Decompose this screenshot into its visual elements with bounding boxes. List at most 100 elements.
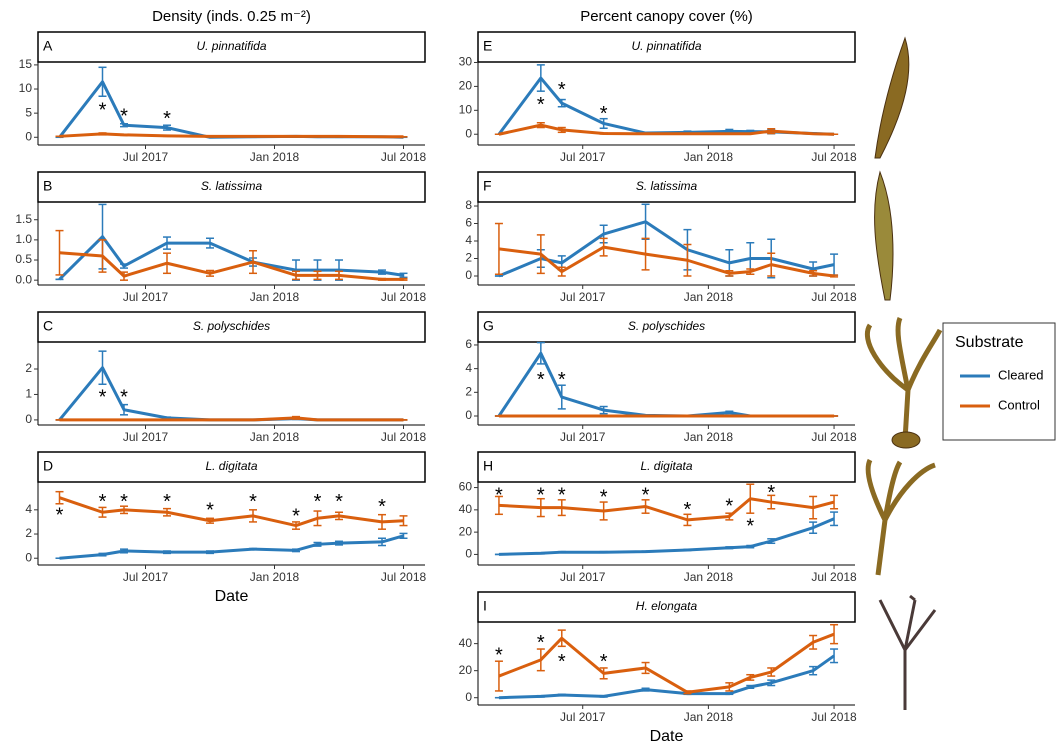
significance-mark: * xyxy=(558,79,566,101)
figure: Substrate Density (inds. 0.25 m⁻²) A U. pi… xyxy=(0,0,1063,747)
y-tick-label: 0 xyxy=(465,126,472,140)
panel-label: D xyxy=(43,458,53,474)
panel-title: S. latissima xyxy=(201,179,263,193)
significance-mark: * xyxy=(537,632,545,654)
significance-mark: * xyxy=(163,108,171,130)
significance-mark: * xyxy=(249,491,257,513)
x-tick-label: Jan 2018 xyxy=(684,710,734,724)
y-tick-label: 2 xyxy=(25,526,32,540)
significance-mark: * xyxy=(495,484,503,506)
series-line xyxy=(60,134,404,137)
y-tick-label: 2 xyxy=(465,384,472,398)
y-tick-label: 0.0 xyxy=(15,272,32,286)
panel-label: E xyxy=(483,38,492,54)
y-tick-label: 10 xyxy=(19,81,33,95)
y-tick-label: 30 xyxy=(459,55,473,69)
significance-mark: * xyxy=(725,495,733,517)
x-tick-label: Jul 2018 xyxy=(811,570,857,584)
error-bar xyxy=(600,696,608,697)
y-tick-label: 4 xyxy=(465,233,472,247)
y-tick-label: 20 xyxy=(459,79,473,93)
y-tick-label: 60 xyxy=(459,480,473,494)
legend-title: Substrate xyxy=(955,334,1024,351)
x-tick-label: Jan 2018 xyxy=(250,430,300,444)
series-line xyxy=(499,125,834,134)
x-tick-label: Jan 2018 xyxy=(250,150,300,164)
y-tick-label: 0 xyxy=(465,268,472,282)
x-tick-label: Jul 2018 xyxy=(811,430,857,444)
error-bar xyxy=(249,549,257,550)
panel-label: I xyxy=(483,598,487,614)
error-bar xyxy=(537,553,545,554)
panel-label: C xyxy=(43,318,53,334)
error-bar xyxy=(558,694,566,695)
series-line xyxy=(499,499,834,520)
column-title: Density (inds. 0.25 m⁻²) xyxy=(152,8,311,25)
series-line xyxy=(60,498,404,526)
y-tick-label: 8 xyxy=(465,198,472,212)
x-tick-label: Jul 2017 xyxy=(560,150,606,164)
series-line xyxy=(499,353,834,416)
y-tick-label: 2 xyxy=(25,361,32,375)
y-tick-label: 6 xyxy=(465,216,472,230)
y-tick-label: 40 xyxy=(459,502,473,516)
panel-label: A xyxy=(43,38,53,54)
error-bar xyxy=(642,551,650,552)
significance-mark: * xyxy=(163,491,171,513)
x-tick-label: Jul 2018 xyxy=(811,710,857,724)
error-bar xyxy=(683,549,691,550)
series-line xyxy=(60,237,404,280)
y-tick-label: 1.5 xyxy=(15,212,32,226)
y-tick-label: 10 xyxy=(459,102,473,116)
significance-mark: * xyxy=(537,484,545,506)
y-tick-label: 40 xyxy=(459,636,473,650)
y-tick-label: 0 xyxy=(465,408,472,422)
significance-mark: * xyxy=(206,500,214,522)
x-tick-label: Jul 2018 xyxy=(811,290,857,304)
panel-title: L. digitata xyxy=(640,459,692,473)
significance-mark: * xyxy=(537,369,545,391)
y-tick-label: 0.5 xyxy=(15,252,32,266)
series-line xyxy=(60,536,404,558)
significance-mark: * xyxy=(600,651,608,673)
x-axis-title: Date xyxy=(215,588,249,605)
significance-mark: * xyxy=(746,516,754,538)
panel-label: B xyxy=(43,178,52,194)
significance-mark: * xyxy=(495,644,503,666)
significance-mark: * xyxy=(120,105,128,127)
panel-title: S. polyschides xyxy=(193,319,270,333)
significance-mark: * xyxy=(600,487,608,509)
error-bar xyxy=(99,351,107,384)
y-tick-label: 4 xyxy=(465,361,472,375)
x-tick-label: Jan 2018 xyxy=(684,290,734,304)
x-tick-label: Jul 2018 xyxy=(381,290,427,304)
y-tick-label: 6 xyxy=(465,337,472,351)
x-tick-label: Jan 2018 xyxy=(250,570,300,584)
y-tick-label: 0 xyxy=(25,412,32,426)
x-tick-label: Jul 2017 xyxy=(560,430,606,444)
y-tick-label: 1.0 xyxy=(15,232,32,246)
panel-title: S. polyschides xyxy=(628,319,705,333)
y-tick-label: 4 xyxy=(25,502,32,516)
x-tick-label: Jul 2017 xyxy=(560,710,606,724)
series-line xyxy=(60,82,404,137)
series-line xyxy=(499,634,834,692)
x-tick-label: Jul 2017 xyxy=(123,150,169,164)
significance-mark: * xyxy=(99,100,107,122)
legend-label: Cleared xyxy=(998,367,1044,382)
y-tick-label: 2 xyxy=(465,251,472,265)
x-tick-label: Jul 2018 xyxy=(381,570,427,584)
error-bar xyxy=(725,693,733,694)
series-line xyxy=(499,519,834,555)
x-tick-label: Jul 2017 xyxy=(560,570,606,584)
y-tick-label: 20 xyxy=(459,663,473,677)
significance-mark: * xyxy=(537,94,545,116)
x-tick-label: Jul 2017 xyxy=(123,290,169,304)
x-tick-label: Jan 2018 xyxy=(250,290,300,304)
significance-mark: * xyxy=(558,484,566,506)
panel-title: U. pinnatifida xyxy=(196,39,266,53)
significance-mark: * xyxy=(335,491,343,513)
error-bar xyxy=(537,696,545,697)
x-tick-label: Jan 2018 xyxy=(684,430,734,444)
significance-mark: * xyxy=(314,491,322,513)
